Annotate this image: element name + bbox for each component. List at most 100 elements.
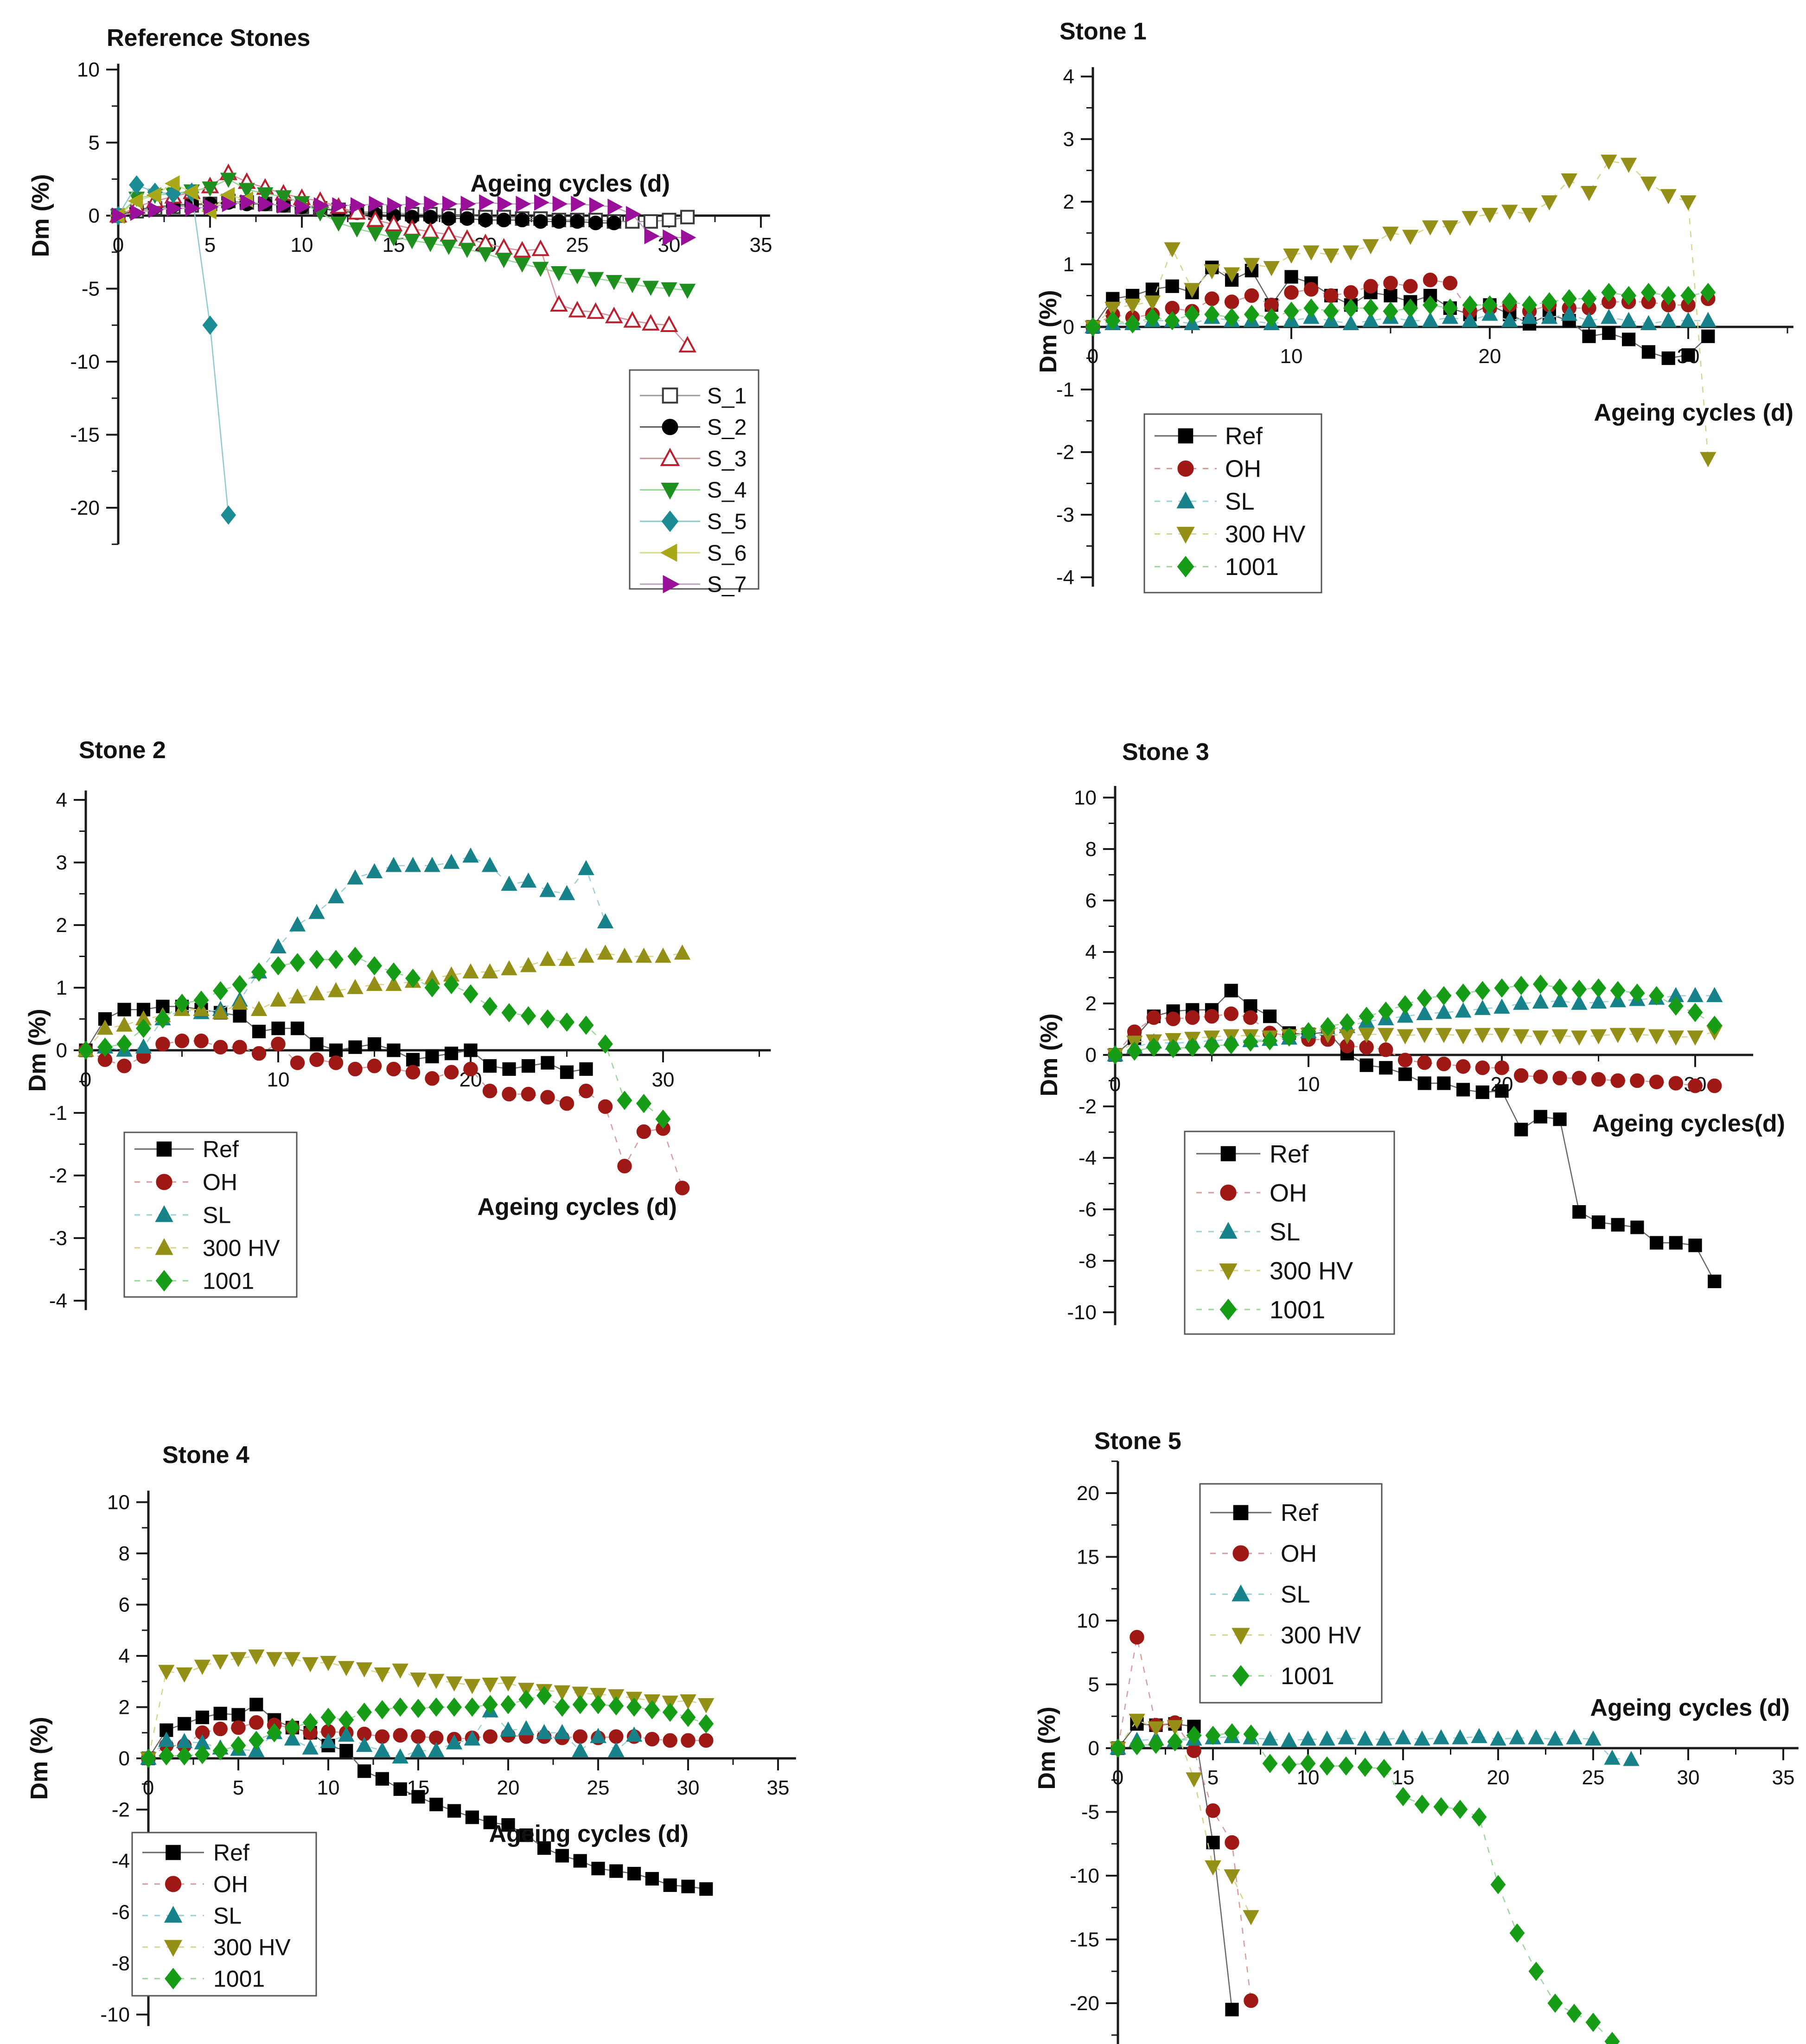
- svg-text:0: 0: [89, 204, 100, 227]
- svg-text:0: 0: [143, 1776, 154, 1799]
- svg-text:-4: -4: [1056, 566, 1074, 589]
- legend-label: 1001: [1281, 1663, 1334, 1690]
- x-axis-label: Ageing cycles (d): [1590, 1694, 1790, 1721]
- svg-text:3: 3: [1063, 128, 1074, 151]
- svg-text:30: 30: [1677, 1766, 1700, 1789]
- series-300 HV: [1085, 154, 1717, 467]
- svg-text:-4: -4: [112, 1850, 130, 1872]
- legend: Ref OH SL 300 HV 1001: [1143, 413, 1322, 594]
- svg-text:-2: -2: [49, 1164, 67, 1187]
- series-OH: [1085, 273, 1716, 334]
- legend-label: Ref: [1225, 423, 1263, 450]
- svg-text:6: 6: [1085, 889, 1097, 912]
- legend-label: OH: [213, 1872, 248, 1897]
- svg-text:20: 20: [1487, 1766, 1510, 1789]
- legend-label: OH: [1281, 1540, 1317, 1567]
- y-axis-label: Dm (%): [1036, 1013, 1063, 1096]
- svg-text:20: 20: [497, 1776, 520, 1799]
- svg-text:10: 10: [1077, 1610, 1099, 1632]
- legend-label: 300 HV: [1225, 521, 1306, 548]
- x-axis-label: Ageing cycles(d): [1592, 1110, 1785, 1137]
- series-OH: [78, 1034, 690, 1195]
- svg-text:20: 20: [1077, 1482, 1099, 1505]
- x-axis-label: Ageing cycles (d): [477, 1194, 677, 1220]
- svg-text:8: 8: [1085, 838, 1097, 861]
- svg-text:2: 2: [56, 914, 67, 937]
- svg-text:25: 25: [587, 1776, 610, 1799]
- legend-label: Ref: [1270, 1140, 1309, 1168]
- legend-label: S_5: [707, 510, 747, 534]
- series-Ref: [1111, 1717, 1239, 2017]
- svg-text:-3: -3: [1056, 504, 1074, 526]
- legend-label: 300 HV: [1281, 1622, 1361, 1649]
- chart-stone-2: 4 3 2 1 0 -1 -2 -3 -4 0 10 20 30 Dm (%) Ageing cycles …: [24, 723, 858, 1403]
- x-axis-label: Ageing cycles (d): [470, 170, 670, 197]
- y-axis-label: Dm (%): [27, 174, 54, 257]
- chart-stone-4: 10 8 6 4 2 0 -2 -4 -6 -8 -10 0 5 10 15 20 25 30 35 Dm (%) Ag…: [26, 1410, 858, 2044]
- series-Ref: [141, 1698, 713, 1896]
- svg-text:0: 0: [56, 1039, 67, 1062]
- svg-text:4: 4: [119, 1645, 130, 1667]
- series-S_5: [110, 175, 236, 525]
- svg-text:2: 2: [1063, 191, 1074, 213]
- legend-label: S_1: [707, 384, 747, 409]
- series-SL: [1085, 306, 1717, 333]
- svg-text:4: 4: [1063, 65, 1074, 88]
- svg-text:0: 0: [1088, 1737, 1099, 1760]
- legend-label: 1001: [1270, 1296, 1325, 1324]
- series-S_7: [112, 194, 696, 246]
- svg-text:-1: -1: [1056, 378, 1074, 401]
- svg-text:20: 20: [1479, 345, 1501, 368]
- legend-label: S_4: [707, 478, 747, 503]
- svg-text:-3: -3: [49, 1227, 67, 1250]
- legend-label: S_7: [707, 573, 747, 597]
- legend-label: OH: [1225, 456, 1261, 483]
- legend-label: SL: [1225, 488, 1255, 515]
- svg-text:-2: -2: [1056, 441, 1074, 464]
- series-Ref: [1086, 261, 1715, 365]
- svg-text:-20: -20: [70, 497, 100, 519]
- series-1001: [78, 946, 671, 1129]
- svg-text:10: 10: [1280, 345, 1303, 368]
- legend-label: SL: [1281, 1581, 1310, 1608]
- svg-text:35: 35: [767, 1776, 790, 1799]
- x-axis-label: Ageing cycles (d): [1594, 399, 1793, 426]
- chart-title-stone-3: Stone 3: [1122, 739, 1209, 766]
- svg-text:5: 5: [1207, 1766, 1219, 1789]
- svg-text:-6: -6: [1078, 1198, 1097, 1221]
- svg-text:0: 0: [80, 1068, 91, 1091]
- series-300 HV: [77, 944, 691, 1057]
- legend-label: 300 HV: [203, 1235, 280, 1261]
- svg-text:2: 2: [1085, 992, 1097, 1015]
- svg-text:0: 0: [1112, 1766, 1123, 1789]
- chart-title-stone-2: Stone 2: [79, 737, 166, 764]
- svg-text:-6: -6: [112, 1901, 130, 1924]
- svg-text:0: 0: [1087, 345, 1098, 368]
- legend-label: 1001: [203, 1268, 254, 1294]
- svg-text:-8: -8: [1078, 1250, 1097, 1272]
- legend: Ref OH SL 300 HV 1001: [1184, 1131, 1395, 1335]
- chart-title-stone-1: Stone 1: [1059, 18, 1147, 45]
- svg-text:-15: -15: [1070, 1929, 1099, 1951]
- svg-text:6: 6: [119, 1594, 130, 1616]
- svg-text:25: 25: [1582, 1766, 1605, 1789]
- legend: Ref OH SL 300 HV 1001: [1199, 1483, 1383, 1704]
- series-1001: [1107, 974, 1723, 1065]
- chart-stone-5: 20 15 10 5 0 -5 -10 -15 -20 0 5 10 15 20 25 30 35 Dm (%) A…: [1034, 1410, 1806, 2044]
- x-axis-label: Ageing cycles (d): [489, 1820, 689, 1847]
- svg-text:-5: -5: [1081, 1801, 1099, 1824]
- chart-title-stone-4: Stone 4: [162, 1442, 249, 1469]
- svg-text:-8: -8: [112, 1952, 130, 1975]
- legend-label: S_3: [707, 447, 747, 471]
- svg-text:30: 30: [652, 1068, 675, 1091]
